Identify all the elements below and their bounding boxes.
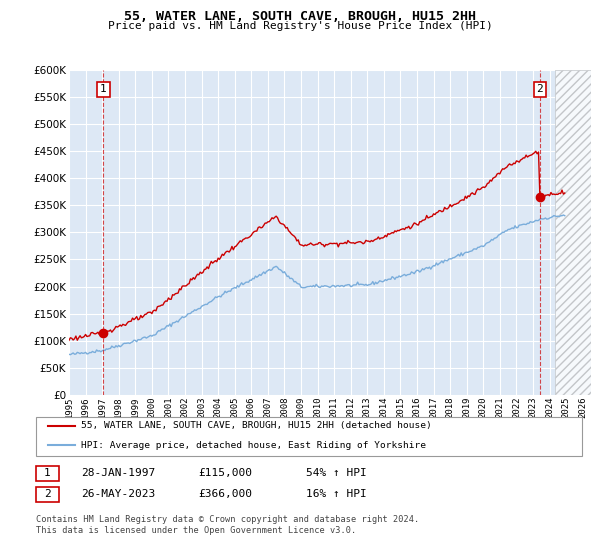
Bar xyxy=(555,70,591,395)
Text: 55, WATER LANE, SOUTH CAVE, BROUGH, HU15 2HH: 55, WATER LANE, SOUTH CAVE, BROUGH, HU15… xyxy=(124,10,476,23)
Text: 1: 1 xyxy=(100,85,107,95)
Text: 26-MAY-2023: 26-MAY-2023 xyxy=(81,489,155,499)
Text: £366,000: £366,000 xyxy=(198,489,252,499)
Text: 28-JAN-1997: 28-JAN-1997 xyxy=(81,468,155,478)
Bar xyxy=(555,70,591,395)
Text: 2: 2 xyxy=(536,85,543,95)
Text: HPI: Average price, detached house, East Riding of Yorkshire: HPI: Average price, detached house, East… xyxy=(81,441,426,450)
Text: 54% ↑ HPI: 54% ↑ HPI xyxy=(306,468,367,478)
Text: 55, WATER LANE, SOUTH CAVE, BROUGH, HU15 2HH (detached house): 55, WATER LANE, SOUTH CAVE, BROUGH, HU15… xyxy=(81,421,432,430)
Text: 16% ↑ HPI: 16% ↑ HPI xyxy=(306,489,367,499)
Text: 1: 1 xyxy=(44,468,51,478)
Text: Contains HM Land Registry data © Crown copyright and database right 2024.
This d: Contains HM Land Registry data © Crown c… xyxy=(36,515,419,535)
Text: Price paid vs. HM Land Registry's House Price Index (HPI): Price paid vs. HM Land Registry's House … xyxy=(107,21,493,31)
Text: 2: 2 xyxy=(44,489,51,499)
Text: £115,000: £115,000 xyxy=(198,468,252,478)
